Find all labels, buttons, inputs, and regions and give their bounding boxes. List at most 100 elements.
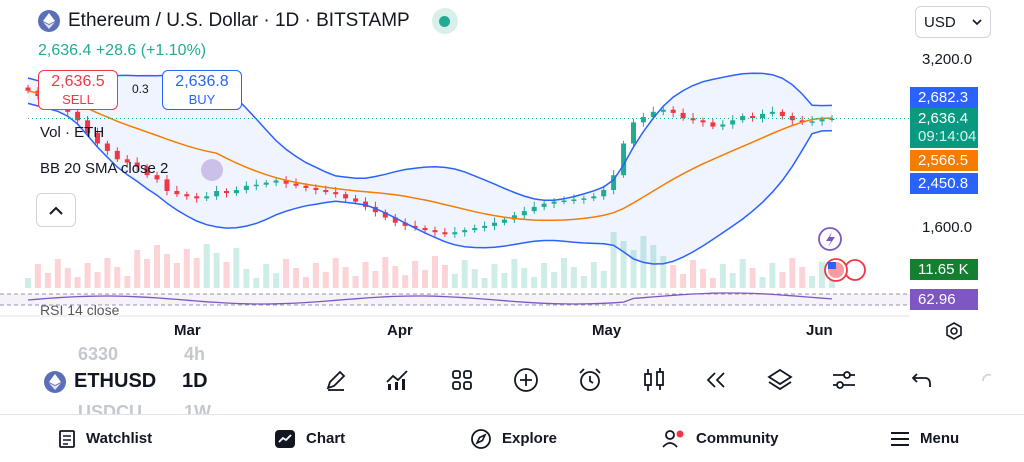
- volume-bar: [600, 271, 607, 288]
- draw-tool-button[interactable]: [320, 364, 352, 396]
- volume-bar: [203, 244, 210, 288]
- volume-bar: [432, 256, 438, 288]
- candle-body: [521, 211, 527, 216]
- spread-value: 0.3: [132, 82, 149, 96]
- volume-bar: [531, 277, 538, 288]
- volume-bar: [620, 241, 627, 288]
- volume-bar: [293, 268, 299, 288]
- volume-bar: [34, 264, 41, 288]
- volume-bar: [233, 248, 240, 288]
- countdown-value: 09:14:04: [918, 128, 977, 145]
- volume-bar: [302, 277, 309, 288]
- templates-button[interactable]: [446, 364, 478, 396]
- ethereum-logo-icon: [38, 10, 60, 32]
- watchlist-icon: [59, 429, 75, 448]
- volume-bar: [789, 258, 796, 288]
- volume-bar: [541, 263, 548, 288]
- volume-bar: [352, 276, 359, 288]
- collapse-legend-button[interactable]: [36, 193, 76, 227]
- candle-body: [690, 118, 696, 121]
- candle-body: [670, 109, 676, 113]
- volume-bar: [729, 273, 736, 288]
- candle-body: [372, 206, 378, 213]
- volume-bar: [779, 272, 786, 288]
- volume-bar: [253, 278, 260, 288]
- volume-legend[interactable]: Vol · ETH: [40, 124, 105, 141]
- candle-body: [382, 212, 388, 218]
- candle-body: [243, 185, 249, 190]
- volume-bar: [690, 260, 696, 288]
- alert-button[interactable]: [574, 364, 606, 396]
- candle-body: [571, 199, 577, 201]
- volume-bar: [193, 258, 200, 288]
- us-flag-event-icon[interactable]: [844, 259, 866, 281]
- interval-selector[interactable]: 1D: [182, 370, 208, 392]
- price-chart[interactable]: [0, 0, 1024, 352]
- volume-bar: [144, 259, 151, 288]
- candle-body: [273, 180, 279, 183]
- candle-body: [621, 143, 627, 176]
- volume-bar: [561, 258, 567, 288]
- price-axis-label-top: 3,200.0: [922, 51, 973, 68]
- candle-body: [194, 196, 200, 199]
- market-open-status-icon[interactable]: [431, 8, 458, 34]
- currency-select[interactable]: USD: [915, 6, 991, 38]
- volume-bar: [739, 259, 746, 288]
- candle-body: [829, 118, 835, 120]
- volume-bar: [799, 267, 806, 288]
- nav-watchlist[interactable]: Watchlist: [58, 415, 152, 462]
- candle-body: [75, 111, 81, 121]
- volume-bar: [719, 264, 726, 288]
- chart-type-button[interactable]: [638, 364, 670, 396]
- layers-button[interactable]: [764, 364, 796, 396]
- volume-bar: [44, 273, 51, 288]
- bollinger-legend[interactable]: BB 20 SMA close 2: [40, 160, 169, 177]
- candle-body: [472, 228, 478, 231]
- nav-explore[interactable]: Explore: [470, 415, 557, 462]
- indicators-button[interactable]: [382, 364, 414, 396]
- chart-settings-button[interactable]: [828, 364, 860, 396]
- volume-bar: [759, 277, 766, 288]
- bb-lower-tag: 2,450.8: [910, 173, 978, 194]
- candle-body: [154, 175, 160, 180]
- volume-bar: [392, 266, 399, 288]
- candle-body: [174, 191, 180, 195]
- buy-button[interactable]: 2,636.8 BUY: [162, 70, 242, 110]
- undo-button[interactable]: [906, 364, 938, 396]
- candle-body: [561, 200, 567, 202]
- replay-button[interactable]: [700, 364, 732, 396]
- candle-body: [750, 116, 756, 119]
- alert-icon: [579, 368, 601, 391]
- price-axis-label-bottom: 1,600.0: [922, 219, 973, 236]
- nav-chart-label: Chart: [306, 430, 346, 447]
- bollinger-lower-line: [27, 102, 833, 265]
- event-marker-icon[interactable]: [201, 159, 223, 181]
- symbol-selector[interactable]: ETHUSD: [44, 370, 156, 393]
- volume-bar: [74, 277, 81, 288]
- candle-body: [412, 225, 418, 228]
- nav-community[interactable]: Community: [662, 415, 779, 462]
- volume-bar: [630, 250, 637, 288]
- volume-bar: [809, 276, 816, 288]
- price-change: 2,636.4 +28.6 (+1.10%): [38, 42, 207, 59]
- nav-chart[interactable]: Chart: [274, 415, 345, 462]
- volume-bar: [511, 259, 518, 288]
- nav-menu-label: Menu: [920, 430, 960, 447]
- volume-bar: [64, 268, 71, 288]
- volume-bar: [94, 272, 101, 288]
- redo-button[interactable]: [972, 364, 1004, 396]
- volume-bar: [570, 267, 577, 288]
- candle-body: [492, 222, 497, 226]
- candle-body: [462, 230, 468, 233]
- sell-button[interactable]: 2,636.5 SELL: [38, 70, 118, 110]
- volume-bar: [362, 262, 369, 288]
- nav-menu[interactable]: Menu: [890, 415, 959, 462]
- volume-bar: [223, 262, 230, 288]
- volume-bar: [501, 273, 508, 288]
- bottom-navigation: Watchlist Chart Explore Community Menu: [0, 414, 1024, 462]
- chart-area[interactable]: Ethereum / U.S. Dollar · 1D · BITSTAMP 2…: [0, 0, 1024, 352]
- rsi-legend[interactable]: RSI 14 close: [40, 302, 120, 318]
- chart-settings-icon[interactable]: [944, 321, 964, 341]
- volume-bar: [322, 272, 329, 288]
- add-button[interactable]: [510, 364, 542, 396]
